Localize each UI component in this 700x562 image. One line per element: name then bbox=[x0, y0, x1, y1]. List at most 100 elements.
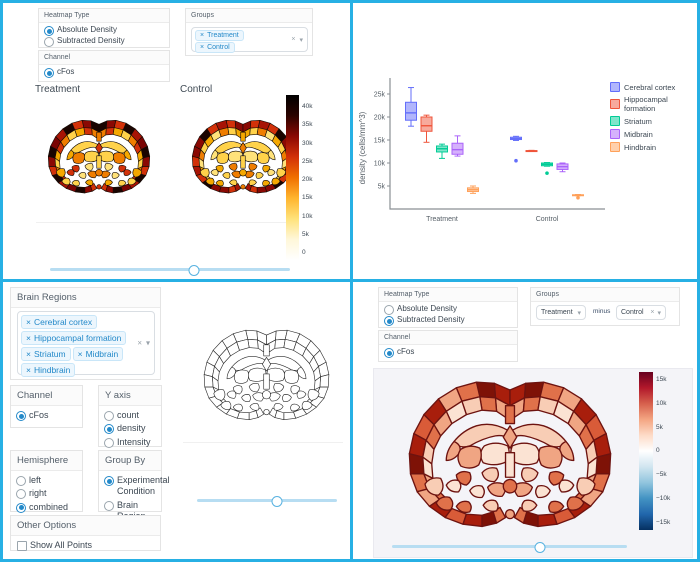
brain-region[interactable] bbox=[132, 168, 143, 178]
remove-tag-icon[interactable]: × bbox=[26, 364, 31, 375]
q3-hemisphere-option-right[interactable]: right bbox=[11, 487, 82, 500]
q3-groupby-option-experimental-condition[interactable]: Experimental Condition bbox=[99, 474, 170, 499]
brain-region[interactable] bbox=[283, 411, 296, 420]
clear-icon[interactable]: × bbox=[650, 308, 655, 316]
brain-region[interactable] bbox=[220, 401, 232, 410]
brain-region[interactable] bbox=[408, 453, 425, 475]
brain-region[interactable] bbox=[142, 156, 151, 167]
brain-region[interactable] bbox=[255, 172, 264, 179]
radio-icon[interactable] bbox=[16, 476, 26, 486]
brain-region[interactable] bbox=[267, 149, 276, 161]
brain-region[interactable] bbox=[71, 180, 80, 187]
radio-icon[interactable] bbox=[16, 502, 26, 513]
brain-region[interactable] bbox=[290, 403, 301, 412]
brain-region[interactable] bbox=[72, 152, 85, 164]
brain-region[interactable] bbox=[276, 168, 287, 178]
brain-region[interactable] bbox=[213, 389, 226, 401]
brain-region[interactable] bbox=[263, 344, 270, 357]
legend-item-cerebral-cortex[interactable]: Cerebral cortex bbox=[610, 82, 697, 92]
radio-icon[interactable] bbox=[104, 424, 114, 435]
q1-group-tag-control[interactable]: × Control bbox=[195, 42, 235, 53]
brain-region[interactable] bbox=[231, 356, 266, 371]
brain-region[interactable] bbox=[237, 411, 250, 420]
brain-region[interactable] bbox=[239, 169, 247, 177]
minuend-group-select[interactable]: Treatment ▾ bbox=[536, 305, 586, 320]
brain-region[interactable] bbox=[214, 141, 243, 154]
brain-region[interactable] bbox=[455, 500, 472, 514]
q3-hemisphere-option-left[interactable]: left bbox=[11, 474, 82, 487]
brain-region[interactable] bbox=[229, 179, 238, 186]
brain-region[interactable] bbox=[504, 451, 516, 478]
brain-region[interactable] bbox=[127, 177, 137, 186]
brain-region[interactable] bbox=[267, 356, 302, 371]
remove-tag-icon[interactable]: × bbox=[26, 332, 31, 343]
brain-region[interactable] bbox=[104, 179, 113, 186]
chevron-down-icon[interactable]: ▾ bbox=[145, 338, 150, 348]
radio-icon[interactable] bbox=[104, 476, 114, 486]
remove-tag-icon[interactable]: × bbox=[26, 348, 31, 359]
brain-region[interactable] bbox=[199, 168, 210, 178]
remove-tag-icon[interactable]: × bbox=[200, 32, 205, 39]
brain-region[interactable] bbox=[514, 482, 534, 498]
brain-region[interactable] bbox=[240, 155, 246, 169]
brain-regions-multiselect[interactable]: × Cerebral cortex × Hippocampal formation × S… bbox=[17, 311, 155, 377]
brain-region[interactable] bbox=[511, 423, 567, 448]
brain-region[interactable] bbox=[263, 373, 270, 390]
brain-region[interactable] bbox=[239, 141, 247, 154]
brain-region[interactable] bbox=[548, 500, 565, 514]
brain-region[interactable] bbox=[257, 152, 270, 164]
brain-region[interactable] bbox=[96, 131, 102, 142]
radio-icon[interactable] bbox=[384, 348, 394, 358]
box-cerebral-cortex-treatment[interactable] bbox=[405, 87, 417, 127]
brain-region[interactable] bbox=[205, 177, 215, 186]
radio-icon[interactable] bbox=[44, 37, 54, 47]
brain-region[interactable] bbox=[203, 374, 214, 388]
q3-yaxis-option-intensity[interactable]: Intensity bbox=[99, 436, 161, 449]
brain-region[interactable] bbox=[95, 141, 103, 154]
brain-region[interactable] bbox=[249, 403, 260, 411]
brain-region[interactable] bbox=[537, 513, 558, 528]
treatment-brain-heatmap[interactable] bbox=[37, 115, 161, 200]
brain-region[interactable] bbox=[232, 403, 243, 412]
brain-region[interactable] bbox=[247, 367, 267, 382]
brain-region[interactable] bbox=[243, 141, 272, 154]
brain-region[interactable] bbox=[210, 149, 219, 161]
brain-region[interactable] bbox=[307, 389, 320, 401]
remove-tag-icon[interactable]: × bbox=[26, 316, 31, 327]
ap-position-slider[interactable] bbox=[392, 541, 627, 553]
clear-all-icon[interactable]: × bbox=[137, 338, 142, 348]
brain-region[interactable] bbox=[104, 163, 114, 171]
brain-region[interactable] bbox=[445, 440, 461, 462]
box-hippocampal-formation-treatment[interactable] bbox=[420, 114, 433, 143]
brain-region[interactable] bbox=[191, 156, 200, 167]
brain-region[interactable] bbox=[282, 394, 292, 403]
radio-icon[interactable] bbox=[384, 316, 394, 326]
brain-region[interactable] bbox=[267, 169, 276, 176]
brain-region[interactable] bbox=[248, 163, 258, 171]
clear-all-icon[interactable]: × bbox=[291, 36, 296, 43]
brain-region[interactable] bbox=[84, 163, 94, 171]
ap-position-slider[interactable] bbox=[50, 264, 290, 276]
chevron-down-icon[interactable]: ▾ bbox=[299, 36, 303, 44]
slider-handle[interactable] bbox=[188, 264, 200, 276]
radio-icon[interactable] bbox=[16, 411, 26, 421]
q3-yaxis-option-count[interactable]: count bbox=[99, 409, 161, 422]
brain-region[interactable] bbox=[301, 401, 313, 410]
brain-region[interactable] bbox=[504, 509, 516, 520]
brain-region[interactable] bbox=[504, 405, 516, 425]
outlier-point[interactable] bbox=[576, 195, 580, 200]
q4-channel-option-cfos[interactable]: cFos bbox=[379, 347, 517, 358]
q4-heatmap-type-option-absolute-density[interactable]: Absolute Density bbox=[379, 304, 517, 315]
q1-heatmap-type-option-subtracted-density[interactable]: Subtracted Density bbox=[39, 36, 169, 47]
brain-region[interactable] bbox=[559, 440, 575, 462]
brain-region[interactable] bbox=[595, 453, 612, 475]
brain-region[interactable] bbox=[520, 467, 539, 483]
box-hindbrain-control[interactable] bbox=[572, 194, 584, 200]
legend-item-hippocampal-formation[interactable]: Hippocampal formation bbox=[610, 95, 697, 113]
brain-region[interactable] bbox=[252, 392, 264, 402]
brain-region[interactable] bbox=[99, 141, 128, 154]
brain-region[interactable] bbox=[85, 179, 94, 186]
brain-region[interactable] bbox=[215, 180, 224, 187]
brain-region[interactable] bbox=[241, 394, 251, 403]
brain-region[interactable] bbox=[210, 169, 219, 176]
